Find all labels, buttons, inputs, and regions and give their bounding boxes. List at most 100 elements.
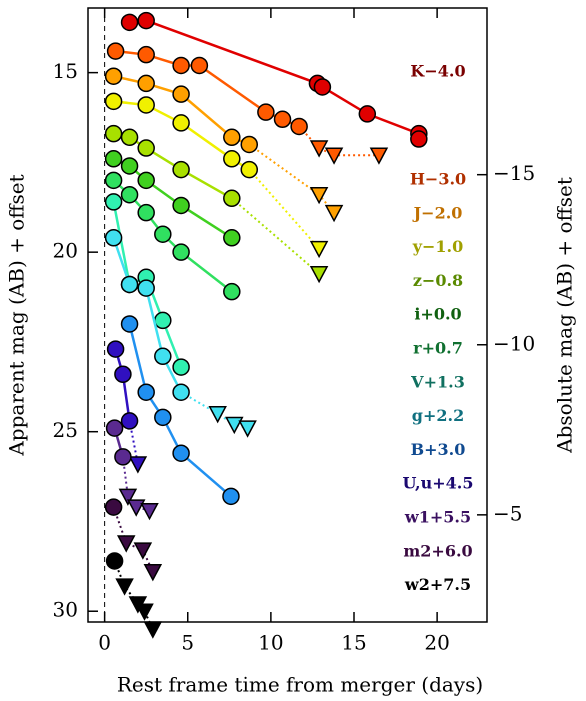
detection [223, 229, 241, 247]
detection [172, 160, 190, 179]
upper-limit [115, 578, 134, 596]
detection [104, 193, 123, 211]
legend-label: y−1.0 [412, 237, 464, 256]
detection [223, 128, 241, 147]
upper-limit [309, 140, 329, 158]
detection [104, 229, 123, 247]
y2-tick-label: −15 [493, 161, 535, 185]
detection [137, 96, 155, 114]
upper-limit [143, 563, 163, 582]
upper-limit [140, 502, 159, 521]
detection [120, 275, 139, 294]
upper-limit [324, 147, 344, 165]
detection [240, 135, 259, 154]
x-tick-label: 20 [424, 631, 449, 655]
upper-limit [126, 499, 146, 517]
detection [172, 196, 190, 215]
detection [172, 383, 190, 401]
detection [105, 552, 124, 570]
detection [172, 444, 190, 462]
y2-axis-label: Absolute mag (AB) + offset [553, 177, 577, 454]
legend-label: r+0.7 [413, 339, 463, 358]
upper-limit [324, 204, 344, 223]
legend-label: m2+6.0 [403, 541, 472, 560]
detection [120, 13, 139, 32]
legend-label: z−0.8 [413, 271, 463, 290]
detection [137, 203, 155, 222]
detection [104, 124, 123, 143]
limit-connector [248, 168, 320, 250]
detection [172, 114, 190, 132]
detection [137, 139, 155, 157]
upper-limit [116, 535, 136, 553]
detection [137, 11, 155, 30]
detection [137, 45, 155, 64]
x-tick-label: 0 [98, 631, 111, 655]
detection [190, 56, 209, 75]
x-axis-label: Rest frame time from merger (days) [117, 673, 483, 697]
detection [106, 340, 125, 358]
x-tick-label: 15 [341, 631, 366, 655]
upper-limit [309, 265, 329, 284]
detection [120, 185, 139, 204]
detection [137, 74, 155, 93]
upper-limit [143, 621, 163, 639]
legend-label: H−3.0 [410, 170, 466, 189]
upper-limit [135, 603, 154, 621]
detection [223, 282, 241, 301]
legend-label: w1+5.5 [404, 508, 471, 527]
y-tick-label: 25 [53, 418, 78, 442]
detection [154, 347, 172, 366]
detection [120, 157, 139, 175]
light-curve [114, 348, 131, 422]
legend-label: i+0.0 [414, 305, 461, 324]
upper-limit [133, 542, 153, 560]
detection [273, 110, 292, 129]
detection [240, 160, 259, 179]
detection [137, 383, 155, 401]
detection [120, 315, 139, 333]
y-tick-label: 15 [53, 59, 78, 83]
limit-connector [231, 197, 320, 275]
detection [410, 130, 428, 148]
y2-tick-label: −5 [493, 501, 522, 525]
detection [154, 311, 172, 330]
x-tick-label: 10 [258, 631, 283, 655]
legend-label: U,u+4.5 [403, 474, 474, 493]
upper-limit [208, 405, 227, 424]
detection [313, 78, 332, 96]
detection [137, 171, 155, 190]
detection [104, 67, 123, 85]
legend-label: K−4.0 [410, 62, 465, 81]
detection [358, 105, 377, 123]
detection [223, 189, 241, 208]
legend-label: w2+7.5 [404, 575, 471, 594]
legend-label: g+2.2 [412, 406, 464, 425]
detection [172, 56, 190, 75]
detection [104, 92, 123, 111]
upper-limit [225, 416, 244, 435]
detection [106, 42, 125, 60]
detection [120, 128, 139, 147]
detection [223, 150, 241, 168]
y-axis-label: Apparent mag (AB) + offset [5, 174, 29, 456]
detection [114, 365, 132, 383]
x-tick-label: 5 [181, 631, 194, 655]
plot-frame [87, 7, 488, 623]
detection [120, 412, 139, 430]
detection [104, 150, 123, 168]
limit-connector [180, 391, 248, 430]
y-tick-label: 20 [53, 239, 78, 263]
detection [137, 279, 155, 297]
legend-label: J−2.0 [412, 203, 463, 222]
y-tick-label: 30 [53, 598, 78, 622]
detection [172, 85, 190, 103]
detection [257, 103, 275, 121]
detection [290, 117, 308, 136]
upper-limit [309, 240, 329, 259]
detection [154, 408, 172, 427]
upper-limit [369, 147, 389, 165]
upper-limit [309, 186, 329, 205]
y2-tick-label: −10 [493, 331, 535, 355]
